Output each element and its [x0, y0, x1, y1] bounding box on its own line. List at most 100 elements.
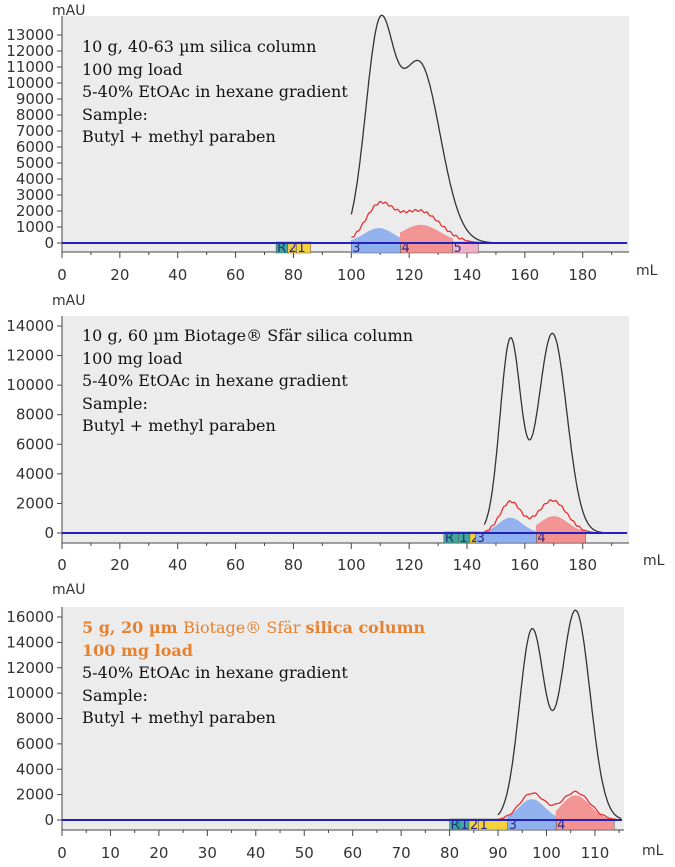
- x-tick-label: 40: [168, 266, 187, 284]
- y-tick-label: 4000: [16, 760, 54, 778]
- annotation-line: Butyl + methyl paraben: [82, 127, 276, 146]
- fraction-label: 5: [454, 241, 462, 256]
- x-tick-label: 20: [110, 556, 129, 574]
- x-axis-unit: mL: [636, 263, 658, 279]
- y-tick-label: 1000: [16, 218, 54, 236]
- annotation-line: Sample:: [82, 393, 148, 413]
- annotation-line: Sample:: [82, 104, 148, 124]
- y-tick-label: 0: [44, 234, 54, 252]
- x-tick-label: 0: [57, 556, 67, 574]
- y-tick-label: 2000: [16, 202, 54, 220]
- x-tick-label: 50: [295, 844, 314, 862]
- x-tick-label: 160: [511, 266, 540, 284]
- annotation-3: 5 g, 20 µm Biotage® Sfär silica column 1…: [82, 617, 425, 730]
- y-tick-label: 11000: [6, 58, 54, 76]
- y-tick-label: 12000: [6, 659, 54, 677]
- annotation-line: Sample:: [82, 685, 425, 708]
- x-tick-label: 20: [110, 266, 129, 284]
- fraction-label: 1: [480, 818, 488, 833]
- fraction-label: 2: [289, 241, 297, 256]
- y-tick-label: 9000: [16, 90, 54, 108]
- x-tick-label: 40: [246, 844, 265, 862]
- annotation-segment: 5-40% EtOAc in hexane gradient: [82, 663, 348, 682]
- x-tick-label: 120: [395, 266, 424, 284]
- x-tick-label: 100: [532, 844, 561, 862]
- fraction-peak-fill: [555, 795, 615, 821]
- fraction-peak-fill: [350, 228, 402, 244]
- fraction-label: 2: [470, 818, 478, 833]
- y-axis-unit: mAU: [52, 3, 85, 19]
- y-tick-label: 7000: [16, 122, 54, 140]
- y-tick-label: 10000: [6, 74, 54, 92]
- x-axis-unit: mL: [643, 553, 665, 569]
- fraction-label: 3: [509, 818, 517, 833]
- y-tick-label: 10000: [6, 684, 54, 702]
- fraction-label: R: [277, 241, 286, 256]
- annotation-line: 100 mg load: [82, 640, 425, 663]
- series-line: [497, 790, 622, 821]
- y-tick-label: 2000: [16, 786, 54, 804]
- y-tick-label: 4000: [16, 465, 54, 483]
- x-tick-label: 90: [488, 844, 507, 862]
- chromatogram-panel-2: mAU mL 0 2000 4000 6000 8000 10000 12000 14000 0 20…: [0, 290, 675, 580]
- fraction-label: 3: [477, 531, 485, 546]
- x-tick-label: 100: [337, 266, 366, 284]
- y-tick-label: 6000: [16, 138, 54, 156]
- x-tick-label: 30: [198, 844, 217, 862]
- x-tick-label: 70: [392, 844, 411, 862]
- x-tick-label: 60: [343, 844, 362, 862]
- series-line: [497, 609, 622, 820]
- x-tick-label: 60: [226, 266, 245, 284]
- annotation-segment: silica column: [305, 618, 426, 637]
- y-tick-label: 3000: [16, 186, 54, 204]
- fraction-label: 1: [459, 531, 467, 546]
- fraction-label: 4: [401, 241, 409, 256]
- fraction-label: 4: [537, 531, 545, 546]
- x-tick-label: 10: [101, 844, 120, 862]
- x-tick-label: 140: [453, 556, 482, 574]
- fraction-label: 3: [352, 241, 360, 256]
- chromatogram-panel-3: mAU mL 0 2000 4000 6000 8000 10000 12000 14000 160…: [0, 580, 675, 867]
- x-tick-label: 160: [511, 556, 540, 574]
- annotation-line: 5 g, 20 µm Biotage® Sfär silica column: [82, 617, 425, 640]
- x-tick-label: 110: [581, 844, 610, 862]
- fraction-label: R: [445, 531, 454, 546]
- chart-svg-3: mAUmL02000400060008000100001200014000160…: [6, 582, 664, 862]
- x-tick-label: 120: [395, 556, 424, 574]
- x-tick-label: 60: [226, 556, 245, 574]
- x-axis-unit: mL: [642, 843, 664, 859]
- y-tick-label: 4000: [16, 170, 54, 188]
- annotation-line: 100 mg load: [82, 348, 183, 368]
- y-tick-label: 12000: [6, 347, 54, 365]
- fraction-peak-fill: [399, 224, 454, 244]
- x-tick-label: 40: [168, 556, 187, 574]
- y-tick-label: 0: [44, 524, 54, 542]
- annotation-segment: 100 mg load: [82, 640, 193, 660]
- y-tick-label: 12000: [6, 42, 54, 60]
- x-tick-label: 20: [149, 844, 168, 862]
- annotation-line: 10 g, 60 µm Biotage® Sfär silica column: [82, 326, 414, 345]
- x-tick-label: 0: [57, 844, 67, 862]
- fraction-label: 2: [471, 531, 479, 546]
- fraction-label: 1: [297, 241, 305, 256]
- plot-area: [62, 607, 624, 830]
- y-tick-label: 16000: [6, 608, 54, 626]
- annotation-2: 10 g, 60 µm Biotage® Sfär silica column …: [82, 325, 413, 438]
- annotation-line: 5-40% EtOAc in hexane gradient: [82, 371, 348, 390]
- chromatogram-panel-1: mAU mL 0 1000 2000 3000 4000 5000 6000 7000 8000 90…: [0, 0, 675, 290]
- y-tick-label: 6000: [16, 435, 54, 453]
- y-tick-label: 6000: [16, 735, 54, 753]
- y-tick-label: 5000: [16, 154, 54, 172]
- x-tick-label: 80: [440, 844, 459, 862]
- annotation-line: Butyl + methyl paraben: [82, 416, 276, 435]
- fraction-label: 1: [460, 818, 468, 833]
- y-tick-label: 8000: [16, 710, 54, 728]
- annotation-segment: Biotage® Sfär: [183, 618, 306, 637]
- y-tick-label: 8000: [16, 106, 54, 124]
- y-tick-label: 10000: [6, 376, 54, 394]
- annotation-segment: Sample:: [82, 685, 148, 705]
- x-tick-label: 180: [568, 266, 597, 284]
- x-tick-label: 180: [568, 556, 597, 574]
- x-tick-label: 100: [337, 556, 366, 574]
- annotation-line: 100 mg load: [82, 59, 183, 79]
